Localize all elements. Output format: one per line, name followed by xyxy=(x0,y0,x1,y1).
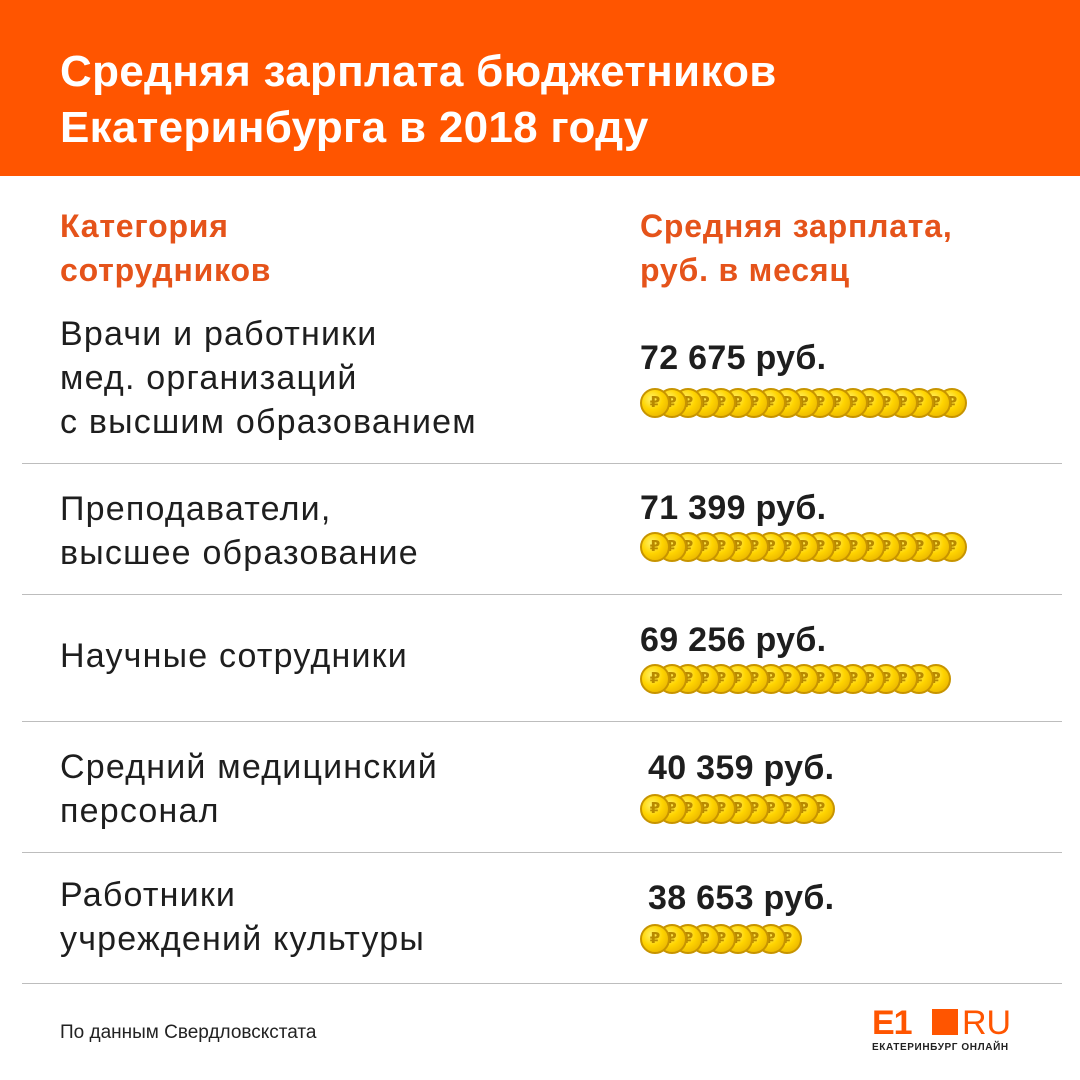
logo-subtitle: ЕКАТЕРИНБУРГ ОНЛАЙН xyxy=(872,1042,1009,1053)
row-divider xyxy=(22,721,1062,722)
row-divider xyxy=(22,594,1062,595)
logo-ru-text: RU xyxy=(962,1004,1012,1042)
category-label: Врачи и работники мед. организаций с выс… xyxy=(60,315,477,441)
column-header-category: Категория сотрудников xyxy=(60,208,272,288)
coin-bar: ₽ ₽ ₽ ₽ ₽ ₽ ₽ ₽ ₽ ₽ ₽ ₽ ₽ ₽ ₽ ₽ ₽ ₽ ₽ xyxy=(640,388,970,422)
salary-value: 69 256 руб. xyxy=(640,621,827,659)
e1-logo[interactable]: E1 RU ЕКАТЕРИНБУРГ ОНЛАЙН xyxy=(872,1006,1032,1056)
category-label: Научные сотрудники xyxy=(60,637,408,675)
ruble-coin-icon: ₽ xyxy=(640,664,670,694)
ruble-coin-icon: ₽ xyxy=(640,532,670,562)
category-label: Работники учреждений культуры xyxy=(60,876,425,958)
logo-e1-text: E1 xyxy=(872,1004,913,1042)
coin-bar: ₽ ₽ ₽ ₽ ₽ ₽ ₽ ₽ ₽ xyxy=(640,924,805,958)
logo-square-icon xyxy=(932,1009,958,1035)
header-banner: Средняя зарплата бюджетников Екатеринбур… xyxy=(0,0,1080,176)
ruble-coin-icon: ₽ xyxy=(640,924,670,954)
salary-value: 40 359 руб. xyxy=(648,749,835,787)
ruble-coin-icon: ₽ xyxy=(640,388,670,418)
salary-value: 71 399 руб. xyxy=(640,489,827,527)
source-note: По данным Свердловскстата xyxy=(60,1022,317,1043)
salary-value: 72 675 руб. xyxy=(640,339,827,377)
row-divider xyxy=(22,852,1062,853)
salary-value: 38 653 руб. xyxy=(648,879,835,917)
coin-bar: ₽ ₽ ₽ ₽ ₽ ₽ ₽ ₽ ₽ ₽ ₽ ₽ ₽ ₽ ₽ ₽ ₽ ₽ ₽ xyxy=(640,532,970,566)
category-label: Средний медицинский персонал xyxy=(60,748,438,830)
ruble-coin-icon: ₽ xyxy=(640,794,670,824)
page-title: Средняя зарплата бюджетников Екатеринбур… xyxy=(60,47,777,152)
row-divider xyxy=(22,463,1062,464)
coin-bar: ₽ ₽ ₽ ₽ ₽ ₽ ₽ ₽ ₽ ₽ ₽ ₽ ₽ ₽ ₽ ₽ ₽ ₽ xyxy=(640,664,953,698)
column-header-salary: Средняя зарплата, руб. в месяц xyxy=(640,208,953,288)
category-label: Преподаватели, высшее образование xyxy=(60,490,419,572)
row-divider xyxy=(22,983,1062,984)
coin-bar: ₽ ₽ ₽ ₽ ₽ ₽ ₽ ₽ ₽ ₽ ₽ xyxy=(640,794,838,828)
